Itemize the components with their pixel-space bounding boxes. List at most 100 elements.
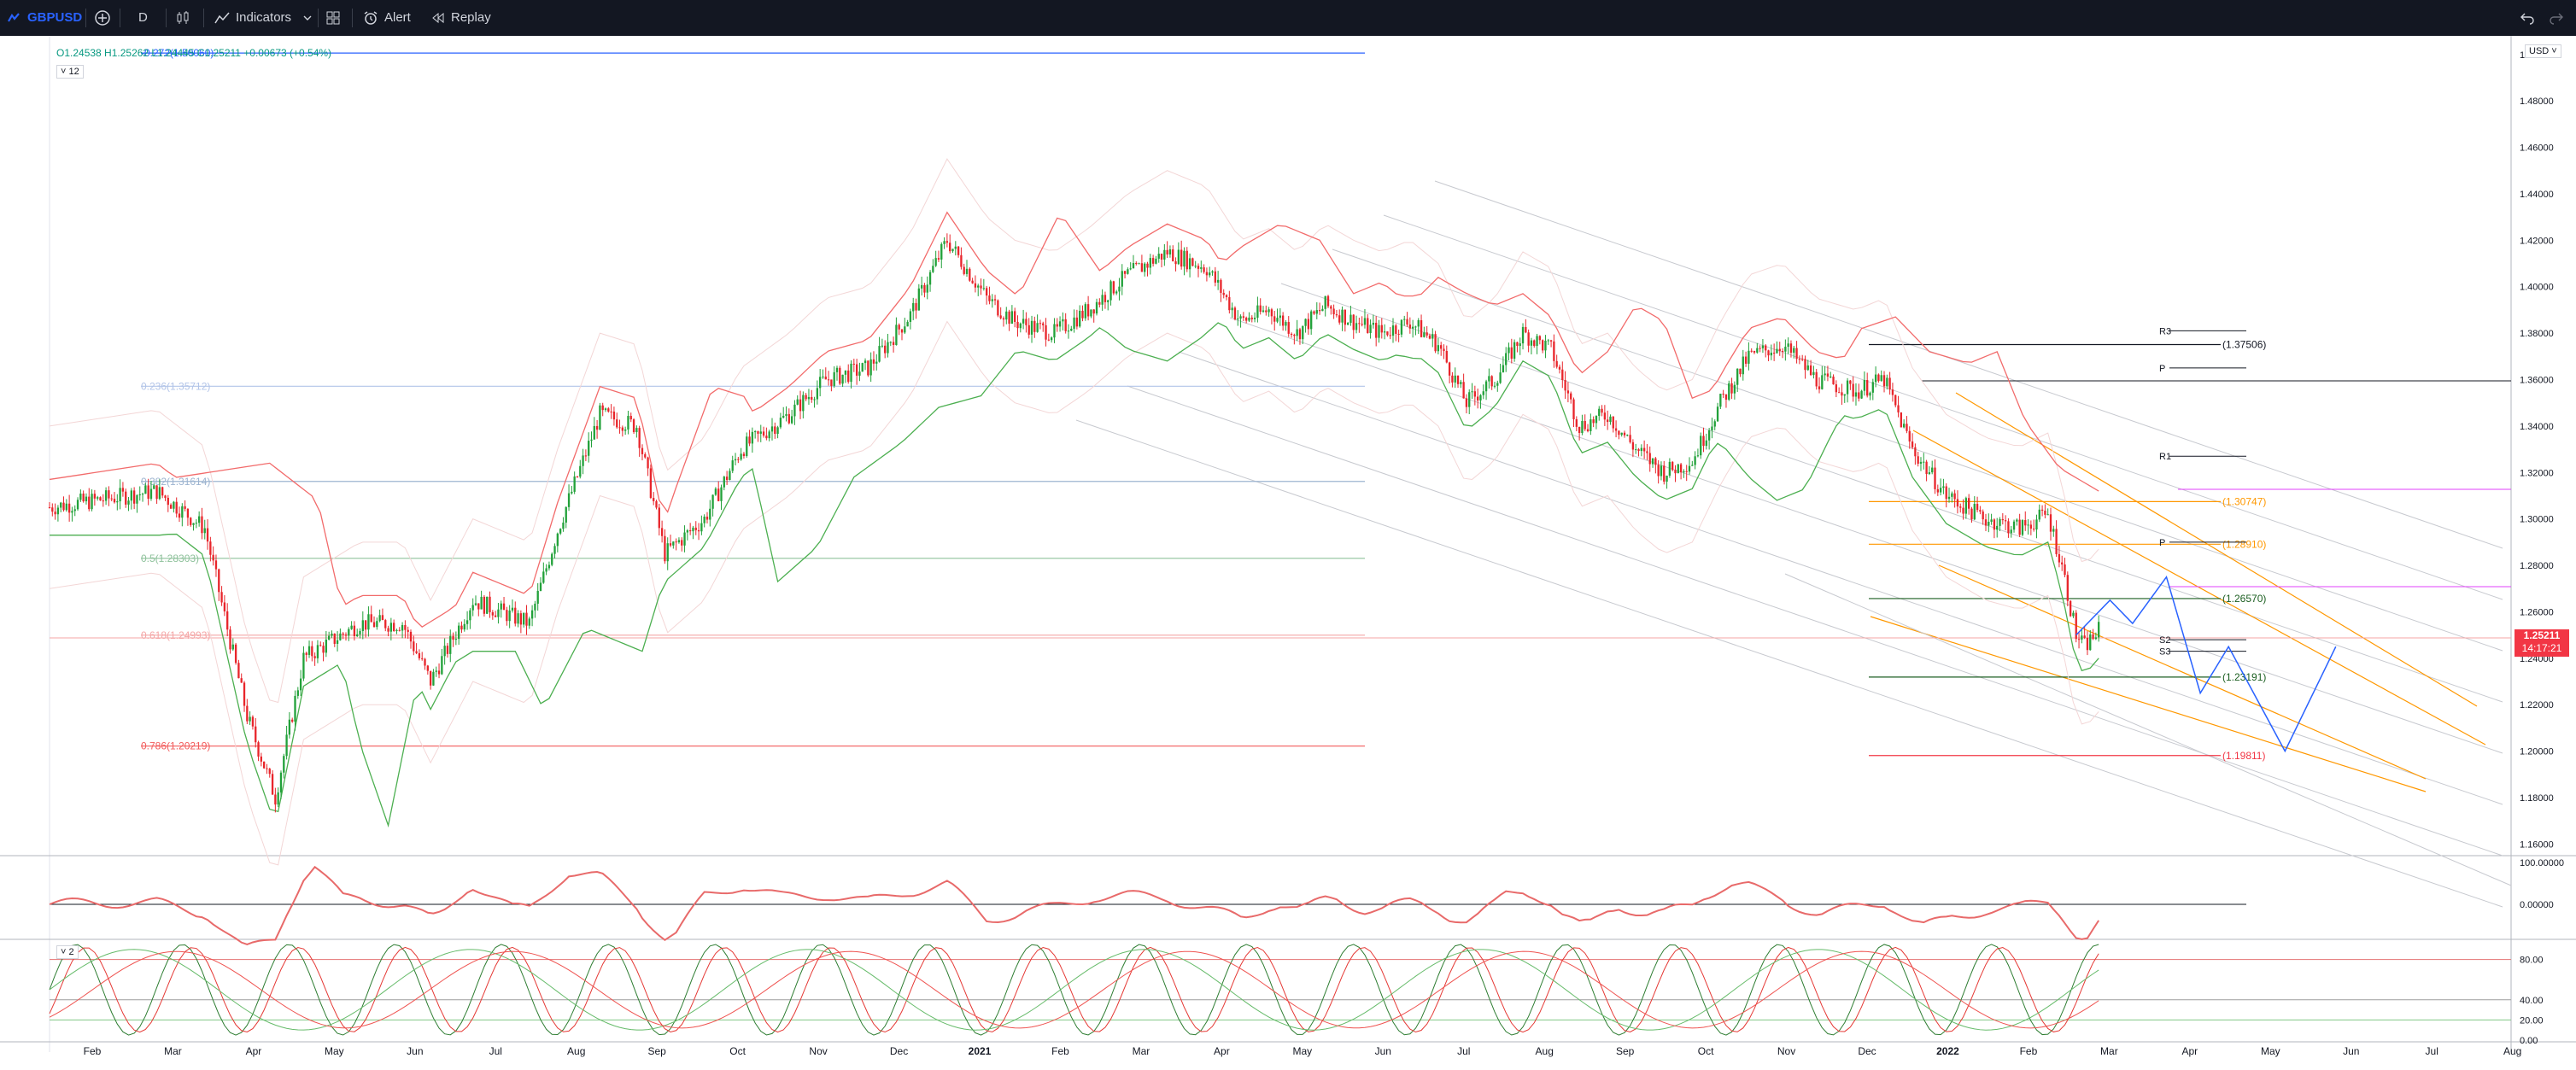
candle xyxy=(2004,515,2007,530)
candle xyxy=(384,618,387,632)
symbol-search[interactable]: GBPUSD xyxy=(27,10,83,25)
pane-badge[interactable]: ˅ 12 xyxy=(56,65,84,79)
add-symbol-icon[interactable] xyxy=(94,0,111,36)
candle-body xyxy=(946,241,949,243)
candle xyxy=(1443,344,1445,360)
candle xyxy=(709,500,711,527)
candle xyxy=(610,404,612,419)
candle xyxy=(1837,387,1841,394)
candle xyxy=(1383,324,1386,340)
candle-body xyxy=(819,377,822,389)
candles-icon[interactable] xyxy=(174,0,191,36)
candle-body xyxy=(904,326,906,333)
candle xyxy=(218,568,220,601)
candle-body xyxy=(1671,461,1674,471)
candle xyxy=(1183,247,1186,276)
candle xyxy=(2027,519,2029,535)
redo-icon[interactable] xyxy=(2549,0,2564,36)
candle-body xyxy=(785,413,787,416)
candle xyxy=(748,430,751,447)
replay-button[interactable]: Replay xyxy=(451,10,491,25)
candle xyxy=(1397,329,1400,342)
chevron-down-icon[interactable] xyxy=(302,0,313,36)
candle-body xyxy=(746,436,748,456)
candle xyxy=(872,351,875,371)
candle xyxy=(319,641,322,647)
candle-body xyxy=(401,624,404,631)
oscillator2-badge[interactable]: ˅ 2 xyxy=(56,945,79,959)
indicators-icon[interactable] xyxy=(214,0,231,36)
candle xyxy=(1214,266,1216,287)
undo-icon[interactable] xyxy=(2520,0,2535,36)
candle xyxy=(1363,308,1367,329)
candle xyxy=(1525,319,1527,334)
candle-body xyxy=(900,329,904,333)
pivot-marker-label: R3 xyxy=(2159,326,2171,336)
candle xyxy=(401,622,404,639)
candle-body xyxy=(218,569,220,593)
candle-body xyxy=(65,503,67,511)
candle xyxy=(1324,295,1326,317)
candle xyxy=(1115,289,1118,295)
candle-body xyxy=(1431,334,1434,339)
candle-body xyxy=(1572,399,1575,419)
candle xyxy=(904,318,906,335)
candle-body xyxy=(336,640,339,644)
candle xyxy=(991,294,993,308)
alarm-icon[interactable] xyxy=(362,0,379,36)
currency-button[interactable]: USD ˅ xyxy=(2525,44,2561,58)
candle xyxy=(740,447,742,461)
candle-body xyxy=(62,502,65,511)
candle xyxy=(2018,513,2021,538)
candle xyxy=(1919,457,1923,471)
alert-button[interactable]: Alert xyxy=(384,10,411,25)
candle-body xyxy=(1496,383,1499,386)
candle-body xyxy=(714,488,717,495)
replay-icon[interactable] xyxy=(429,0,446,36)
candle xyxy=(1612,416,1614,433)
price-chart[interactable]: -0.272(1.50060)0.236(1.35712)0.382(1.316… xyxy=(0,36,2576,1066)
layout-icon[interactable] xyxy=(325,0,342,36)
candle-body xyxy=(1753,350,1756,353)
candle xyxy=(1315,301,1318,319)
candle-body xyxy=(1248,317,1250,321)
candle-body xyxy=(389,623,393,632)
candle-body xyxy=(1290,333,1293,336)
candle xyxy=(1262,306,1265,313)
candle-body xyxy=(796,399,799,405)
candle xyxy=(1640,444,1642,457)
envelope-lower xyxy=(49,320,2099,866)
pivot-marker-label: S2 xyxy=(2159,635,2170,646)
candle-body xyxy=(104,490,108,501)
candle-body xyxy=(723,477,725,488)
candle-body xyxy=(229,629,231,650)
candle-body xyxy=(725,477,729,481)
candle-body xyxy=(1010,311,1014,325)
candle xyxy=(502,597,506,611)
candle-body xyxy=(1795,348,1798,360)
candle xyxy=(1389,326,1391,340)
candle xyxy=(1298,327,1302,345)
candle-body xyxy=(1036,323,1039,332)
candle xyxy=(234,642,237,665)
candle-body xyxy=(765,436,768,439)
candle-body xyxy=(993,299,997,301)
candle xyxy=(1073,309,1075,333)
logo-icon[interactable] xyxy=(7,0,22,36)
candle-body xyxy=(1476,396,1479,401)
interval-button[interactable]: D xyxy=(138,10,148,25)
candle-body xyxy=(547,564,551,569)
indicators-button[interactable]: Indicators xyxy=(236,10,292,25)
candle-body xyxy=(1270,309,1273,317)
candle-body xyxy=(1626,435,1629,436)
candle-body xyxy=(1964,498,1968,514)
candle xyxy=(892,336,895,353)
candle-body xyxy=(559,529,562,534)
candle-body xyxy=(116,501,119,503)
candle xyxy=(1290,332,1293,338)
chart-area[interactable]: -0.272(1.50060) 0.236(1.35712) 0.382(1.316… xyxy=(0,36,2576,1066)
candle-body xyxy=(1144,263,1146,272)
x-tick-label: Jun xyxy=(2343,1045,2359,1057)
candle xyxy=(1564,371,1566,400)
candle-body xyxy=(675,541,677,543)
